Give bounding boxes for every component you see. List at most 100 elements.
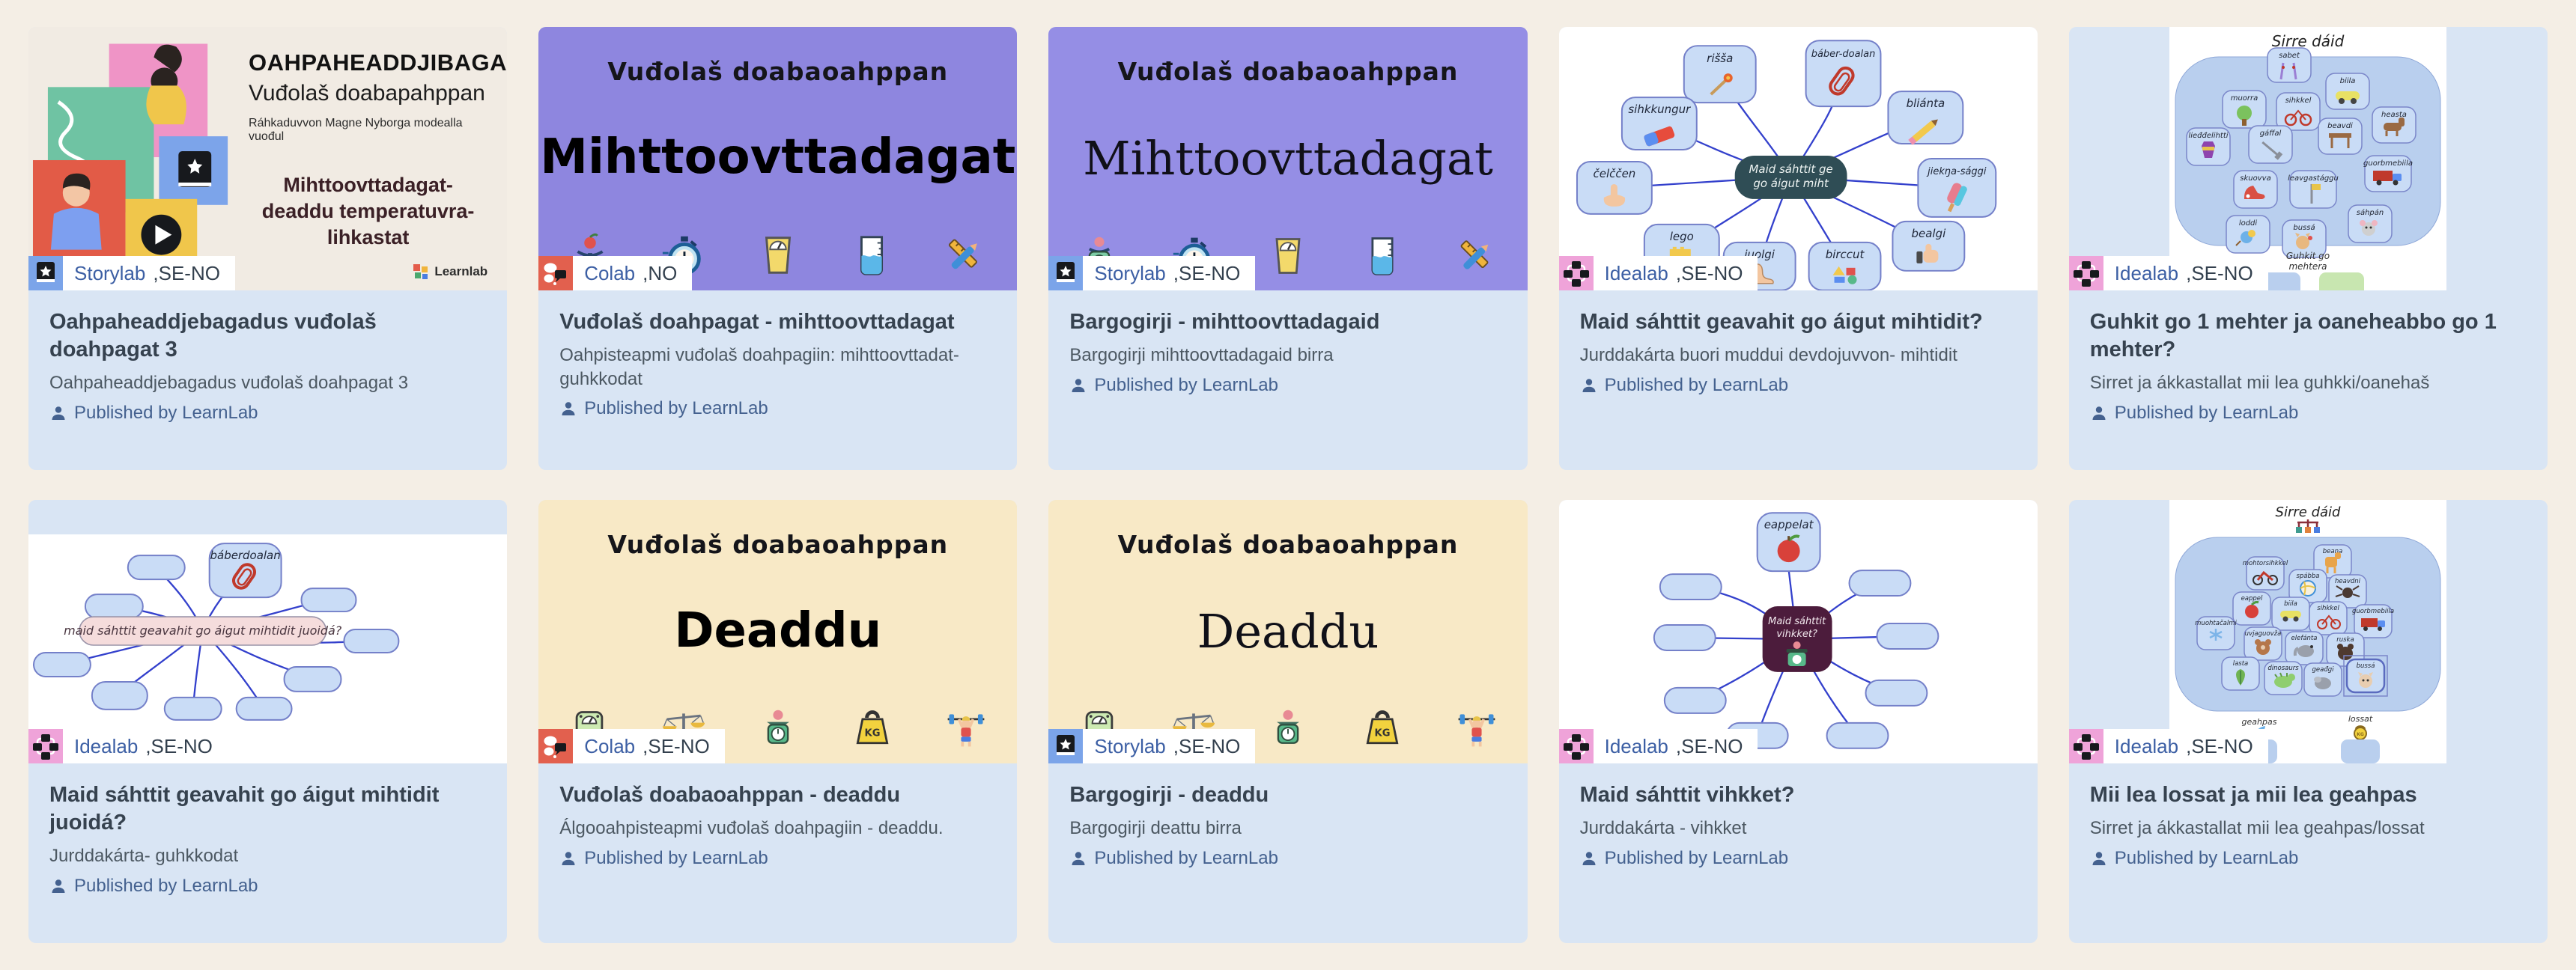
card-title[interactable]: Bargogirji - deaddu	[1069, 783, 1269, 807]
lab-badge: Storylab ,SE-NO	[1048, 729, 1256, 763]
kg-weight-icon: KG	[856, 710, 888, 745]
card-thumbnail: eappelat Maid sáhttit vihkket?	[1558, 500, 2038, 763]
badge-lab-name: Idealab	[1604, 734, 1668, 757]
content-card[interactable]: rišša báber-doalan sihkkungur bliánta če…	[1558, 27, 2038, 470]
svg-text:rišša: rišša	[1707, 52, 1733, 65]
svg-text:guorbmebiila: guorbmebiila	[2363, 159, 2413, 168]
content-card[interactable]: Vuđolaš doabaoahppan Mihttoovttadagat St…	[1048, 27, 1528, 470]
svg-text:vihkket?: vihkket?	[1776, 629, 1817, 640]
svg-text:maid sáhttit geavahit go áigut: maid sáhttit geavahit go áigut mihtidit …	[64, 623, 342, 638]
badge-lab-name: Storylab	[1094, 734, 1166, 757]
person-icon	[2092, 406, 2106, 420]
badge-region: ,SE-NO	[2186, 261, 2253, 284]
svg-text:geahpas: geahpas	[2242, 717, 2277, 727]
published-by-text: Published by LearnLab	[74, 402, 258, 423]
content-card[interactable]: Vuđolaš doabaoahppan Mihttoovttadagat Co…	[538, 27, 1018, 470]
card-title[interactable]: Mii lea lossat ja mii lea geahpas	[2089, 783, 2417, 807]
card-title[interactable]: Maid sáhttit geavahit go áigut mihtidit?	[1579, 310, 1983, 334]
sorting-tiles: sabet muorra sihkkel biila heasta beavdi…	[2186, 47, 2417, 258]
paperclip-icon	[232, 563, 256, 590]
content-card[interactable]: Sirre dáid sabet muorra sihkkel biila he…	[2068, 27, 2548, 470]
sorting-board-image: Sirre dáid beana mohtorsihkkel spábba he…	[2169, 500, 2447, 763]
measuring-beaker-icon	[860, 236, 884, 275]
badge-lab-name: Colab	[584, 734, 636, 757]
weightlifter-icon	[948, 714, 985, 747]
svg-text:Guhkit go: Guhkit go	[2286, 251, 2330, 261]
svg-text:heasta: heasta	[2381, 111, 2407, 119]
kettlebell-icon: KG	[2354, 725, 2368, 740]
svg-text:birccut: birccut	[1825, 248, 1865, 261]
card-thumbnail: Vuđolaš doabaoahppan Mihttoovttadagat	[538, 27, 1018, 290]
thumb-kicker: Vuđolaš doabaoahppan	[607, 530, 949, 559]
content-card[interactable]: OAHPAHEADDJIBAGADUS Vuđolaš doabapahppan…	[28, 27, 508, 470]
content-card[interactable]: báberdoalan maid sáhttit geavahit go áig…	[28, 500, 508, 943]
mindmap-center-node	[79, 616, 327, 646]
published-by: Published by LearnLab	[1580, 848, 2017, 869]
card-title[interactable]: Bargogirji - mihttoovttadagaid	[1069, 310, 1380, 334]
svg-text:Maid sáhttit ge: Maid sáhttit ge	[1749, 162, 1832, 176]
content-card[interactable]: Vuđolaš doabaoahppan Deaddu KG Colab ,SE…	[538, 500, 1018, 943]
lab-badge: Idealab ,SE-NO	[2068, 729, 2268, 763]
card-title[interactable]: Maid sáhttit vihkket?	[1579, 783, 1795, 807]
storylab-icon	[28, 256, 63, 290]
card-title[interactable]: Oahpaheaddjebagadus vuđolaš doahpagat 3	[49, 310, 377, 362]
person-icon	[52, 406, 65, 420]
sorting-board-graphic: Sirre dáid sabet muorra sihkkel biila he…	[2175, 32, 2441, 290]
svg-text:KG: KG	[864, 728, 880, 739]
idealab-icon	[2068, 256, 2103, 290]
card-thumbnail: OAHPAHEADDJIBAGADUS Vuđolaš doabapahppan…	[28, 27, 508, 290]
content-card[interactable]: eappelat Maid sáhttit vihkket? Idealab ,…	[1558, 500, 2038, 943]
answer-slot-green	[2319, 272, 2365, 290]
card-subtitle: Jurddakárta- guhkkodat	[49, 846, 239, 867]
content-card[interactable]: Vuđolaš doabaoahppan Deaddu KG Storylab …	[1048, 500, 1528, 943]
colab-icon	[538, 256, 574, 290]
badge-lab-name: Idealab	[74, 734, 139, 757]
svg-text:sabet: sabet	[2279, 52, 2301, 60]
card-title[interactable]: Vuđolaš doahpagat - mihttoovttadagat	[559, 310, 955, 334]
svg-text:KG: KG	[2357, 732, 2365, 737]
svg-text:jiekŋa-sággi: jiekŋa-sággi	[1926, 166, 1987, 177]
badge-region: ,SE-NO	[1173, 734, 1241, 757]
foot-icon	[1752, 263, 1774, 284]
card-title[interactable]: Vuđolaš doabaoahppan - deaddu	[559, 783, 901, 807]
card-title[interactable]: Maid sáhttit geavahit go áigut mihtidit …	[49, 783, 440, 835]
badge-region: ,SE-NO	[643, 734, 710, 757]
svg-text:geađgi: geađgi	[2312, 666, 2335, 674]
published-by-text: Published by LearnLab	[2114, 847, 2299, 868]
learnlab-logo: Learnlab	[413, 263, 487, 280]
thumb-heading: OAHPAHEADDJIBAGADUS	[249, 49, 508, 76]
card-title[interactable]: Guhkit go 1 mehter ja oaneheabbo go 1 me…	[2089, 310, 2497, 362]
kg-weight-icon: KG	[1366, 710, 1399, 745]
svg-text:biila: biila	[2340, 77, 2356, 85]
published-by-text: Published by LearnLab	[74, 875, 258, 896]
card-subtitle: Sirret ja ákkastallat mii lea geahpas/lo…	[2089, 818, 2425, 839]
svg-text:bealgi: bealgi	[1911, 227, 1946, 240]
mindmap-graphic: eappelat Maid sáhttit vihkket?	[1653, 512, 1939, 749]
published-by: Published by LearnLab	[49, 403, 486, 424]
svg-text:Maid sáhttit: Maid sáhttit	[1768, 616, 1826, 627]
card-thumbnail: Sirre dáid beana mohtorsihkkel spábba he…	[2068, 500, 2548, 763]
pencil-icon	[1907, 119, 1938, 145]
svg-text:lieđđelihtti: lieđđelihtti	[2189, 132, 2229, 140]
lab-badge: Storylab ,SE-NO	[28, 256, 235, 290]
svg-text:eappelat: eappelat	[1764, 518, 1814, 531]
person-icon	[2092, 852, 2106, 865]
storylab-icon	[1048, 256, 1084, 290]
svg-text:muorra: muorra	[2231, 94, 2258, 103]
thumb-topic-title: Deaddu	[674, 603, 882, 659]
svg-text:mohtorsihkkel: mohtorsihkkel	[2243, 560, 2288, 567]
svg-text:bussá: bussá	[2357, 662, 2375, 670]
svg-text:eappel: eappel	[2241, 595, 2263, 603]
person-icon	[562, 852, 575, 865]
blocks-icon	[1832, 266, 1857, 284]
thumb-topic-title: Mihttoovttadagat-deaddu temperatuvra- li…	[261, 174, 475, 249]
lab-badge: Idealab ,SE-NO	[1558, 256, 1758, 290]
paperclip-icon	[1828, 66, 1855, 96]
lab-badge: Colab ,SE-NO	[538, 729, 725, 763]
idealab-icon	[1558, 256, 1594, 290]
person-icon	[1582, 379, 1596, 392]
content-card[interactable]: Sirre dáid beana mohtorsihkkel spábba he…	[2068, 500, 2548, 943]
lab-badge: Colab ,NO	[538, 256, 693, 290]
person-icon	[1072, 852, 1085, 865]
